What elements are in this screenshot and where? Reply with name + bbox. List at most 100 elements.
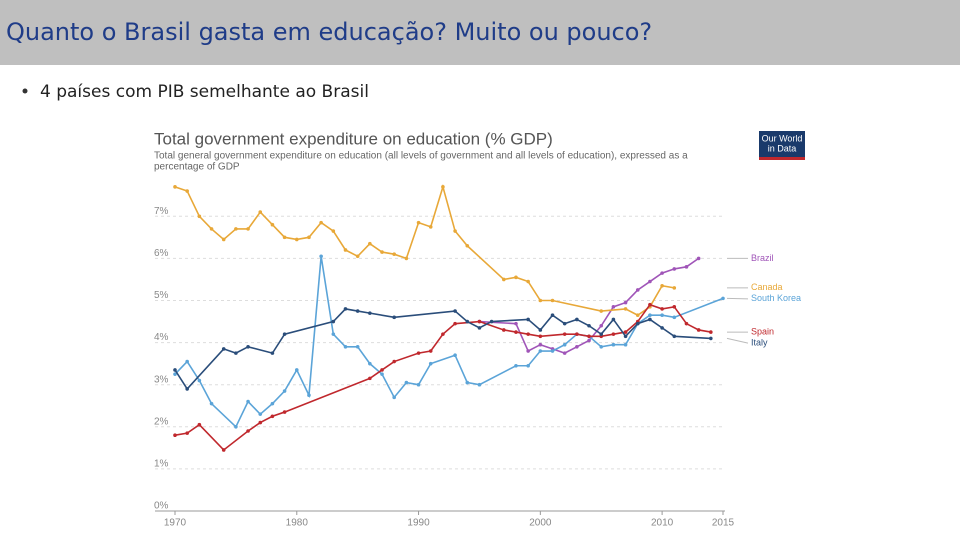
chart-title: Total government expenditure on educatio…: [154, 129, 553, 148]
data-point: [514, 276, 518, 280]
data-point: [685, 265, 689, 269]
logo-text: in Data: [768, 143, 797, 153]
data-point: [356, 345, 360, 349]
data-point: [648, 318, 652, 322]
data-point: [295, 368, 299, 372]
data-point: [514, 330, 518, 334]
data-point: [392, 396, 396, 400]
data-point: [246, 345, 250, 349]
data-point: [453, 309, 457, 313]
data-point: [453, 353, 457, 357]
data-point: [551, 313, 555, 317]
data-point: [283, 332, 287, 336]
data-point: [344, 307, 348, 311]
data-point: [660, 271, 664, 275]
data-point: [539, 334, 543, 338]
data-point: [539, 349, 543, 353]
data-point: [599, 332, 603, 336]
data-point: [198, 215, 202, 219]
data-point: [258, 412, 262, 416]
data-point: [587, 324, 591, 328]
x-tick-label: 2010: [651, 518, 674, 529]
data-point: [599, 309, 603, 313]
data-point: [441, 185, 445, 189]
data-point: [271, 351, 275, 355]
y-tick-label: 1%: [154, 459, 169, 470]
data-point: [575, 332, 579, 336]
series-line: [175, 305, 711, 450]
data-point: [648, 313, 652, 317]
data-point: [234, 425, 238, 429]
chart-subtitle: Total general government expenditure on …: [154, 151, 688, 162]
data-point: [234, 351, 238, 355]
data-point: [575, 318, 579, 322]
data-point: [368, 377, 372, 381]
data-point: [624, 343, 628, 347]
data-point: [429, 225, 433, 229]
data-point: [368, 311, 372, 315]
data-point: [283, 389, 287, 393]
data-point: [539, 343, 543, 347]
data-point: [198, 379, 202, 383]
data-point: [368, 242, 372, 246]
data-point: [429, 349, 433, 353]
data-point: [490, 320, 494, 324]
x-tick-label: 1980: [286, 518, 309, 529]
data-point: [478, 326, 482, 330]
data-point: [587, 334, 591, 338]
data-point: [417, 221, 421, 225]
data-point: [380, 368, 384, 372]
data-point: [222, 238, 226, 242]
data-point: [636, 288, 640, 292]
data-point: [526, 318, 530, 322]
data-point: [660, 284, 664, 288]
data-point: [307, 236, 311, 240]
data-point: [587, 339, 591, 343]
data-point: [599, 345, 603, 349]
y-tick-label: 3%: [154, 374, 169, 385]
data-point: [453, 322, 457, 326]
data-point: [526, 332, 530, 336]
data-point: [648, 280, 652, 284]
x-tick-label: 2000: [529, 518, 552, 529]
data-point: [612, 332, 616, 336]
data-point: [465, 381, 469, 385]
bullet-dot: [23, 89, 28, 94]
data-point: [685, 322, 689, 326]
data-point: [721, 297, 725, 301]
data-point: [185, 189, 189, 193]
data-point: [405, 257, 409, 261]
data-point: [697, 257, 701, 261]
legend-label: South Korea: [751, 293, 801, 303]
data-point: [332, 332, 336, 336]
data-point: [539, 299, 543, 303]
data-point: [210, 402, 214, 406]
data-point: [551, 299, 555, 303]
data-point: [271, 414, 275, 418]
data-point: [563, 322, 567, 326]
y-tick-label: 2%: [154, 416, 169, 427]
data-point: [271, 223, 275, 227]
data-point: [344, 345, 348, 349]
data-point: [344, 248, 348, 252]
data-point: [660, 313, 664, 317]
data-point: [648, 303, 652, 307]
data-point: [624, 307, 628, 311]
bullet-text: 4 países com PIB semelhante ao Brasil: [40, 82, 369, 102]
data-point: [392, 360, 396, 364]
data-point: [173, 433, 177, 437]
data-point: [599, 324, 603, 328]
data-point: [563, 332, 567, 336]
y-tick-label: 7%: [154, 206, 169, 217]
data-point: [441, 332, 445, 336]
y-tick-label: 5%: [154, 290, 169, 301]
data-point: [636, 313, 640, 317]
data-point: [246, 400, 250, 404]
data-point: [271, 402, 275, 406]
legend-label: Brazil: [751, 253, 774, 263]
data-point: [465, 320, 469, 324]
data-point: [258, 210, 262, 214]
data-point: [624, 301, 628, 305]
data-point: [392, 316, 396, 320]
data-point: [356, 309, 360, 313]
